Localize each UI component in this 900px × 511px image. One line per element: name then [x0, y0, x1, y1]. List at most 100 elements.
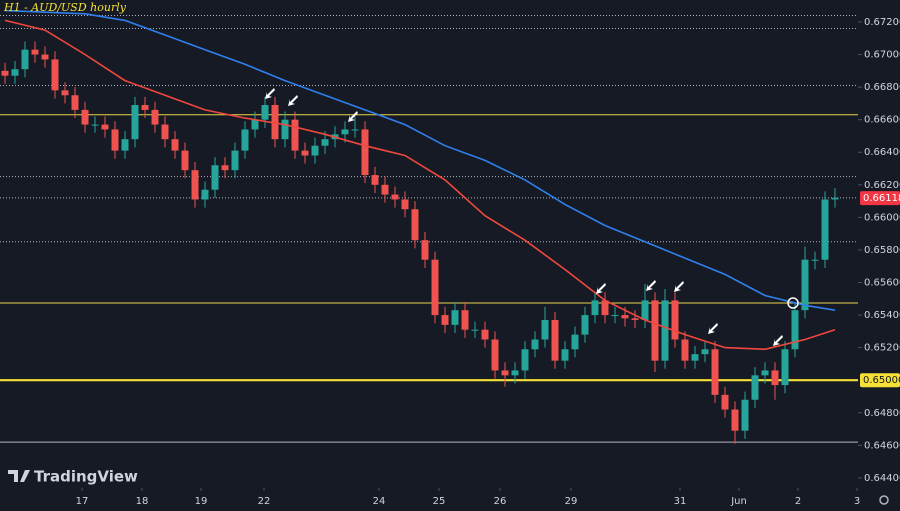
price-label-box — [860, 191, 900, 206]
candle-body — [581, 315, 589, 335]
candle-body — [281, 119, 289, 140]
price-label: 0.65000 — [863, 375, 900, 386]
candle-body — [741, 399, 749, 431]
candle-body — [651, 300, 659, 361]
candle-body — [431, 259, 439, 316]
candle-body — [821, 199, 829, 260]
candle-body — [461, 310, 469, 330]
candle-body — [791, 310, 799, 350]
candle-body — [101, 124, 109, 130]
arrow — [265, 88, 275, 99]
x-tick-label: 22 — [258, 496, 271, 507]
candle-body — [381, 184, 389, 195]
candle-body — [351, 129, 359, 131]
price-label-box — [860, 373, 900, 388]
candle-body — [171, 139, 179, 151]
x-tick-label: 25 — [433, 496, 446, 507]
moving-average — [4, 19, 836, 351]
candle-body — [591, 300, 599, 316]
candle-body — [541, 319, 549, 340]
candle-body — [301, 150, 309, 156]
candle-body — [501, 370, 509, 376]
candle-body — [81, 109, 89, 125]
candle-body — [511, 370, 519, 376]
candle-body — [111, 129, 119, 151]
chart-title: H1 - AUD/USD hourly — [3, 1, 127, 14]
candle-body — [521, 349, 529, 371]
brand-name: TradingView — [34, 468, 138, 486]
brand-logo: TradingView — [8, 468, 138, 486]
x-tick-label: 3 — [854, 496, 860, 507]
candle-body — [371, 175, 379, 185]
candle-body — [271, 105, 279, 140]
candle-body — [531, 339, 539, 350]
candle-body — [551, 319, 559, 361]
candle-body — [721, 394, 729, 410]
candle-body — [131, 105, 139, 140]
candle-body — [231, 150, 239, 171]
candle-body — [181, 150, 189, 171]
arrow — [708, 323, 718, 334]
candle-body — [51, 59, 59, 91]
candle-body — [241, 129, 249, 151]
candle-body — [561, 349, 569, 361]
price-label: 0.66118 — [863, 193, 900, 204]
moving-average — [4, 9, 836, 311]
candle-body — [361, 129, 369, 176]
arrow — [348, 111, 358, 122]
candle-body — [441, 315, 449, 325]
settings-icon[interactable] — [879, 495, 889, 505]
candle-body — [751, 375, 759, 400]
arrow — [596, 283, 606, 294]
candle-body — [311, 145, 319, 156]
candle-body — [781, 349, 789, 386]
candle-body — [141, 105, 149, 110]
candle-body — [91, 124, 99, 126]
arrow — [773, 335, 783, 346]
candle-body — [21, 49, 29, 70]
candle-body — [691, 354, 699, 361]
candle-body — [161, 124, 169, 140]
candle-body — [491, 339, 499, 371]
candle-body — [471, 329, 479, 331]
candle-body — [41, 54, 49, 60]
candle-body — [121, 139, 129, 151]
candle-body — [401, 199, 409, 210]
candle-body — [31, 49, 39, 55]
candle-body — [201, 189, 209, 200]
candle-body — [61, 90, 69, 96]
candle-body — [601, 300, 609, 316]
candle-body — [831, 197, 839, 200]
candle-body — [701, 349, 709, 355]
candle-body — [261, 105, 269, 120]
x-tick-label: Jun — [730, 496, 747, 507]
candle-body — [421, 240, 429, 260]
candle-body — [771, 370, 779, 386]
x-tick-label: 31 — [674, 496, 687, 507]
x-tick-label: 29 — [565, 496, 578, 507]
candle-body — [221, 165, 229, 171]
candle-body — [11, 69, 19, 76]
candle-body — [671, 300, 679, 340]
logo-icon — [8, 470, 30, 482]
candle-body — [761, 370, 769, 376]
candle-body — [611, 315, 619, 317]
candle-body — [571, 334, 579, 350]
candle-body — [251, 119, 259, 130]
candle-body — [621, 315, 629, 319]
arrow — [288, 95, 298, 106]
candle-body — [681, 339, 689, 361]
candle-body — [291, 119, 299, 151]
candle-body — [481, 329, 489, 340]
candle-body — [71, 95, 79, 110]
